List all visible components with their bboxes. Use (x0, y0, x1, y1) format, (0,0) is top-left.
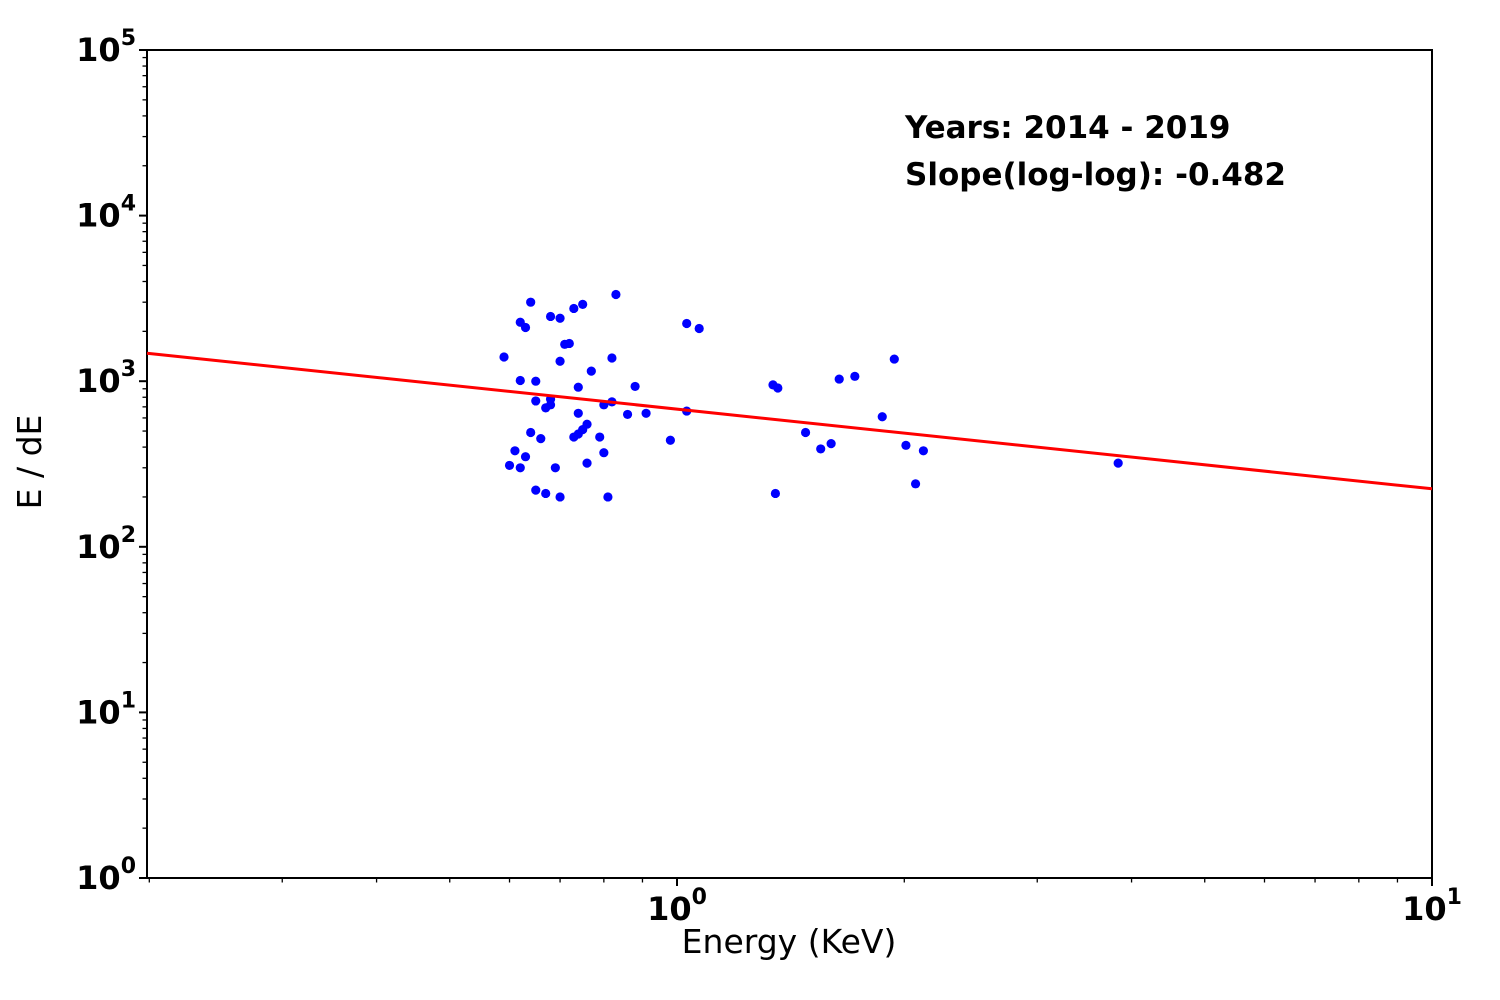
y-tick-label: 101 (76, 688, 136, 731)
scatter-point (611, 289, 621, 300)
fit-line (146, 351, 1433, 491)
scatter-point (1113, 458, 1123, 468)
scatter-point (918, 446, 928, 456)
scatter-point (555, 313, 565, 323)
scatter-point (578, 299, 588, 309)
scatter-point (526, 427, 536, 438)
scatter-point (816, 444, 826, 454)
scatter-point (595, 432, 605, 442)
scatter-point (504, 460, 515, 471)
scatter-point (573, 382, 583, 392)
scatter-point (582, 458, 592, 468)
scatter-point (520, 452, 531, 462)
scatter-point (555, 356, 565, 366)
scatter-point (607, 353, 617, 363)
scatter-point (641, 408, 651, 418)
scatter-point (665, 435, 675, 445)
scatter-point (630, 381, 640, 392)
y-tick-label: 100 (76, 854, 136, 897)
scatter-point (586, 366, 596, 376)
scatter-point (599, 448, 609, 458)
scatter-point (573, 408, 583, 418)
axes-layer (139, 49, 1433, 886)
y-tick-label: 102 (76, 523, 136, 566)
scatter-point (850, 371, 860, 381)
scatter-point (545, 400, 556, 410)
scatter-point (622, 409, 633, 420)
scatter-point (877, 412, 887, 422)
scatter-point (569, 432, 579, 442)
x-tick-label: 100 (647, 885, 707, 928)
scatter-point (520, 322, 531, 333)
annotation-slope: Slope(log-log): -0.482 (905, 157, 1286, 193)
scatter-point (531, 376, 541, 386)
scatter-point (541, 488, 551, 499)
scatter-point (682, 318, 692, 329)
scatter-point (910, 479, 921, 489)
tick-label-layer: 100 101 100 101 102 103 104 105 (76, 26, 1462, 928)
x-axis-label: Energy (KeV) (682, 922, 897, 961)
scatter-point (515, 463, 525, 473)
scatter-point (569, 303, 579, 314)
y-tick-label: 103 (76, 357, 136, 400)
scatter-point (555, 492, 565, 502)
data-layer (146, 289, 1433, 502)
scatter-point (800, 427, 811, 438)
scatter-point (773, 383, 783, 393)
scatter-point (531, 396, 541, 406)
scatter-point (510, 446, 520, 456)
scatter-point (515, 375, 525, 386)
x-tick-label: 101 (1402, 885, 1462, 928)
scatter-point (531, 485, 541, 495)
scatter-point (545, 311, 556, 322)
annotation-years: Years: 2014 - 2019 (904, 110, 1231, 146)
scatter-point (536, 434, 546, 444)
scatter-point (901, 440, 911, 450)
scatter-point (694, 323, 704, 334)
y-tick-label: 104 (76, 192, 136, 235)
scatter-point (564, 338, 574, 349)
scatter-point (526, 297, 536, 307)
scatter-point (889, 354, 899, 364)
scatter-point (499, 352, 509, 362)
plot-border (146, 49, 1433, 879)
y-axis-label: E / dE (10, 415, 49, 510)
scatter-point (550, 463, 560, 473)
scatter-point (770, 488, 781, 499)
scatter-point (603, 492, 613, 502)
scatter-point (826, 438, 836, 449)
scatter-point (834, 374, 844, 384)
y-tick-label: 105 (76, 26, 136, 69)
